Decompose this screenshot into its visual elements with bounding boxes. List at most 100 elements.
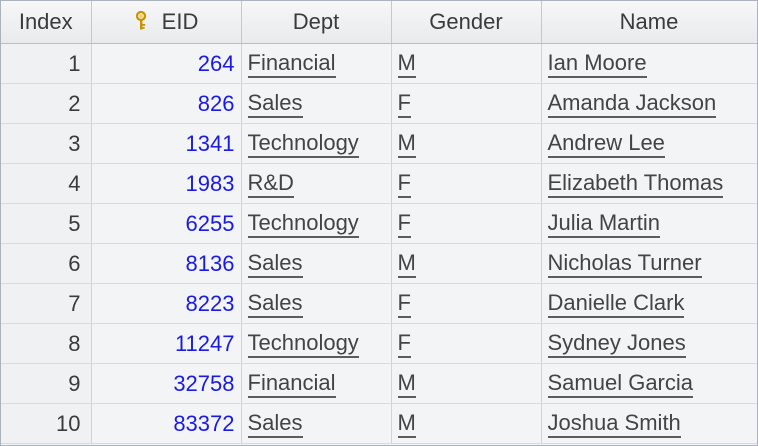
row-index-cell: 4 (1, 163, 92, 204)
gender-value: M (397, 50, 416, 78)
name-cell[interactable]: Joshua Smith (541, 403, 757, 444)
table-row[interactable]: 5 6255 Technology F Julia Martin (1, 203, 757, 244)
dept-cell[interactable]: R&D (241, 163, 392, 204)
name-cell[interactable]: Julia Martin (541, 203, 757, 244)
dept-cell[interactable]: Sales (241, 243, 392, 284)
gender-value: F (397, 330, 411, 358)
name-cell[interactable]: Amanda Jackson (541, 83, 757, 124)
eid-cell[interactable]: 11247 (91, 323, 242, 364)
gender-cell[interactable]: M (391, 43, 542, 84)
table-row[interactable]: 4 1983 R&D F Elizabeth Thomas (1, 163, 757, 204)
name-cell[interactable]: Ian Moore (541, 43, 757, 84)
dept-cell[interactable]: Sales (241, 283, 392, 324)
header-row: Index EID Dept Gender Name (1, 1, 757, 44)
table-row[interactable]: 3 1341 Technology M Andrew Lee (1, 123, 757, 164)
column-header-dept[interactable]: Dept (241, 1, 392, 44)
name-value: Joshua Smith (547, 410, 681, 438)
row-index-cell: 2 (1, 83, 92, 124)
eid-cell[interactable]: 1983 (91, 163, 242, 204)
table-row[interactable]: 8 11247 Technology F Sydney Jones (1, 323, 757, 364)
dept-cell[interactable]: Technology (241, 123, 392, 164)
dept-cell[interactable]: Technology (241, 323, 392, 364)
eid-cell[interactable]: 6255 (91, 203, 242, 244)
column-header-label: Gender (429, 9, 503, 34)
table-row[interactable]: 7 8223 Sales F Danielle Clark (1, 283, 757, 324)
gender-cell[interactable]: F (391, 283, 542, 324)
name-value: Andrew Lee (547, 130, 665, 158)
row-index-cell: 6 (1, 243, 92, 284)
gender-cell[interactable]: M (391, 123, 542, 164)
column-header-label: Name (619, 9, 679, 34)
gender-cell[interactable]: M (391, 243, 542, 284)
table-row[interactable]: 10 83372 Sales M Joshua Smith (1, 403, 757, 444)
column-header-label: EID (161, 9, 199, 35)
gender-value: F (397, 90, 411, 118)
column-header-label: Index (18, 9, 73, 34)
name-cell[interactable]: Elizabeth Thomas (541, 163, 757, 204)
table-row[interactable]: 6 8136 Sales M Nicholas Turner (1, 243, 757, 284)
eid-cell[interactable]: 8223 (91, 283, 242, 324)
eid-cell[interactable]: 826 (91, 83, 242, 124)
eid-cell[interactable]: 32758 (91, 363, 242, 404)
gender-cell[interactable]: F (391, 323, 542, 364)
dept-value: Financial (247, 50, 336, 78)
dept-value: Financial (247, 370, 336, 398)
dept-cell[interactable]: Technology (241, 203, 392, 244)
name-value: Nicholas Turner (547, 250, 702, 278)
name-value: Elizabeth Thomas (547, 170, 724, 198)
table-row[interactable]: 9 32758 Financial M Samuel Garcia (1, 363, 757, 404)
dept-value: Sales (247, 250, 303, 278)
row-index-cell: 9 (1, 363, 92, 404)
column-header-label: Dept (292, 9, 340, 34)
key-icon (134, 10, 148, 31)
column-header-gender[interactable]: Gender (391, 1, 542, 44)
eid-cell[interactable]: 83372 (91, 403, 242, 444)
dept-cell[interactable]: Financial (241, 43, 392, 84)
row-index-cell: 5 (1, 203, 92, 244)
name-value: Julia Martin (547, 210, 660, 238)
name-cell[interactable]: Danielle Clark (541, 283, 757, 324)
dept-value: Technology (247, 210, 359, 238)
name-cell[interactable]: Andrew Lee (541, 123, 757, 164)
row-index-cell: 8 (1, 323, 92, 364)
row-index-cell: 1 (1, 43, 92, 84)
table-row[interactable]: 1 264 Financial M Ian Moore (1, 43, 757, 84)
eid-cell[interactable]: 1341 (91, 123, 242, 164)
name-value: Samuel Garcia (547, 370, 694, 398)
gender-value: M (397, 130, 416, 158)
row-index-cell: 7 (1, 283, 92, 324)
dept-cell[interactable]: Sales (241, 83, 392, 124)
name-cell[interactable]: Sydney Jones (541, 323, 757, 364)
dept-value: Sales (247, 90, 303, 118)
dept-value: R&D (247, 170, 294, 198)
dept-value: Sales (247, 410, 303, 438)
gender-value: M (397, 250, 416, 278)
gender-cell[interactable]: F (391, 163, 542, 204)
dept-value: Sales (247, 290, 303, 318)
table-row[interactable]: 2 826 Sales F Amanda Jackson (1, 83, 757, 124)
dept-cell[interactable]: Sales (241, 403, 392, 444)
gender-cell[interactable]: M (391, 363, 542, 404)
dept-value: Technology (247, 130, 359, 158)
row-index-cell: 3 (1, 123, 92, 164)
gender-value: F (397, 290, 411, 318)
gender-cell[interactable]: F (391, 203, 542, 244)
gender-cell[interactable]: M (391, 403, 542, 444)
row-index-cell: 10 (1, 403, 92, 444)
dept-value: Technology (247, 330, 359, 358)
eid-cell[interactable]: 8136 (91, 243, 242, 284)
name-cell[interactable]: Nicholas Turner (541, 243, 757, 284)
dept-cell[interactable]: Financial (241, 363, 392, 404)
name-cell[interactable]: Samuel Garcia (541, 363, 757, 404)
name-value: Danielle Clark (547, 290, 685, 318)
column-header-eid[interactable]: EID (91, 1, 242, 44)
name-value: Sydney Jones (547, 330, 686, 358)
gender-value: F (397, 170, 411, 198)
gender-cell[interactable]: F (391, 83, 542, 124)
column-header-name[interactable]: Name (541, 1, 757, 44)
name-value: Amanda Jackson (547, 90, 717, 118)
eid-cell[interactable]: 264 (91, 43, 242, 84)
column-header-index[interactable]: Index (1, 1, 92, 44)
